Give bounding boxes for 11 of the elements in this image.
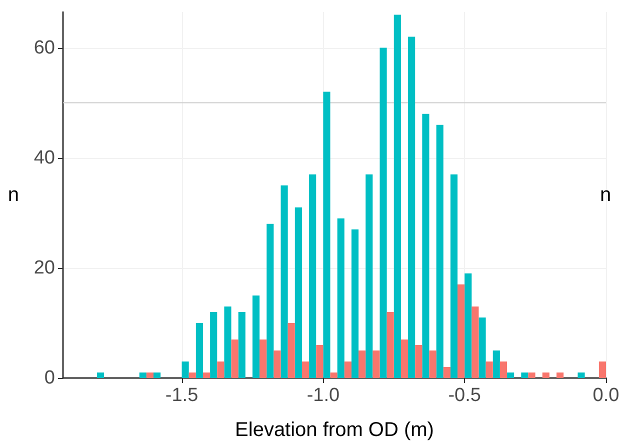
x-tick-label: -1.5	[165, 385, 198, 406]
x-tick-label: -0.5	[448, 385, 481, 406]
x-tick-label: -1.0	[306, 385, 340, 406]
y-tick-label: 40	[34, 147, 55, 168]
x-tick-label: 0.0	[592, 385, 620, 406]
y-tick-label: 60	[34, 37, 55, 58]
y-tick-label: 20	[34, 257, 55, 278]
y-tick-label: 0	[44, 368, 55, 388]
y2-axis-title: n	[600, 184, 612, 206]
y-axis-title: n	[8, 184, 19, 206]
x-axis-title: Elevation from OD (m)	[235, 419, 434, 441]
